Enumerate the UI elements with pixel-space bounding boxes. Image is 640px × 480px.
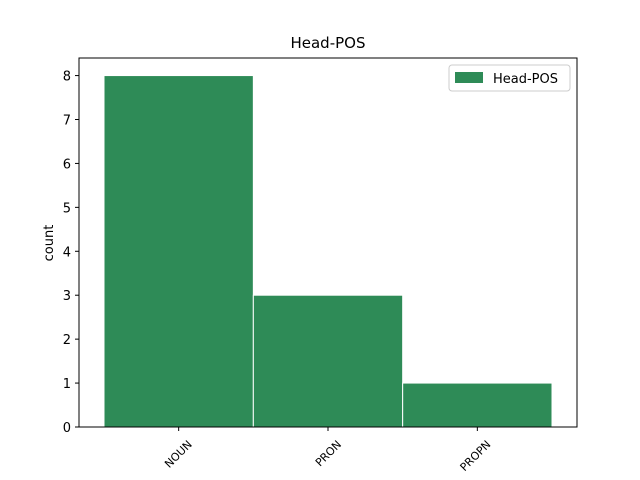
legend-label: Head-POS (493, 72, 558, 87)
y-tick-label: 0 (63, 421, 71, 436)
y-tick-label: 6 (63, 157, 71, 172)
y-tick-label: 2 (63, 333, 71, 348)
x-tick-label: NOUN (162, 438, 195, 471)
bar (103, 75, 254, 428)
y-tick-label: 8 (63, 70, 71, 85)
y-tick-label: 7 (63, 114, 71, 129)
legend-box (448, 64, 571, 92)
y-axis-label: count (42, 225, 57, 262)
legend-swatch (455, 72, 483, 83)
y-tick-label: 4 (63, 245, 71, 260)
chart-title: Head-POS (290, 34, 365, 52)
y-tick-label: 5 (63, 201, 71, 216)
y-tick-label: 3 (63, 289, 71, 304)
plot-frame (78, 57, 578, 428)
x-tick-label: PRON (313, 438, 344, 469)
y-tick-label: 1 (63, 377, 71, 392)
bar (252, 294, 404, 428)
bar (402, 382, 553, 428)
x-tick-label: PROPN (458, 438, 494, 474)
